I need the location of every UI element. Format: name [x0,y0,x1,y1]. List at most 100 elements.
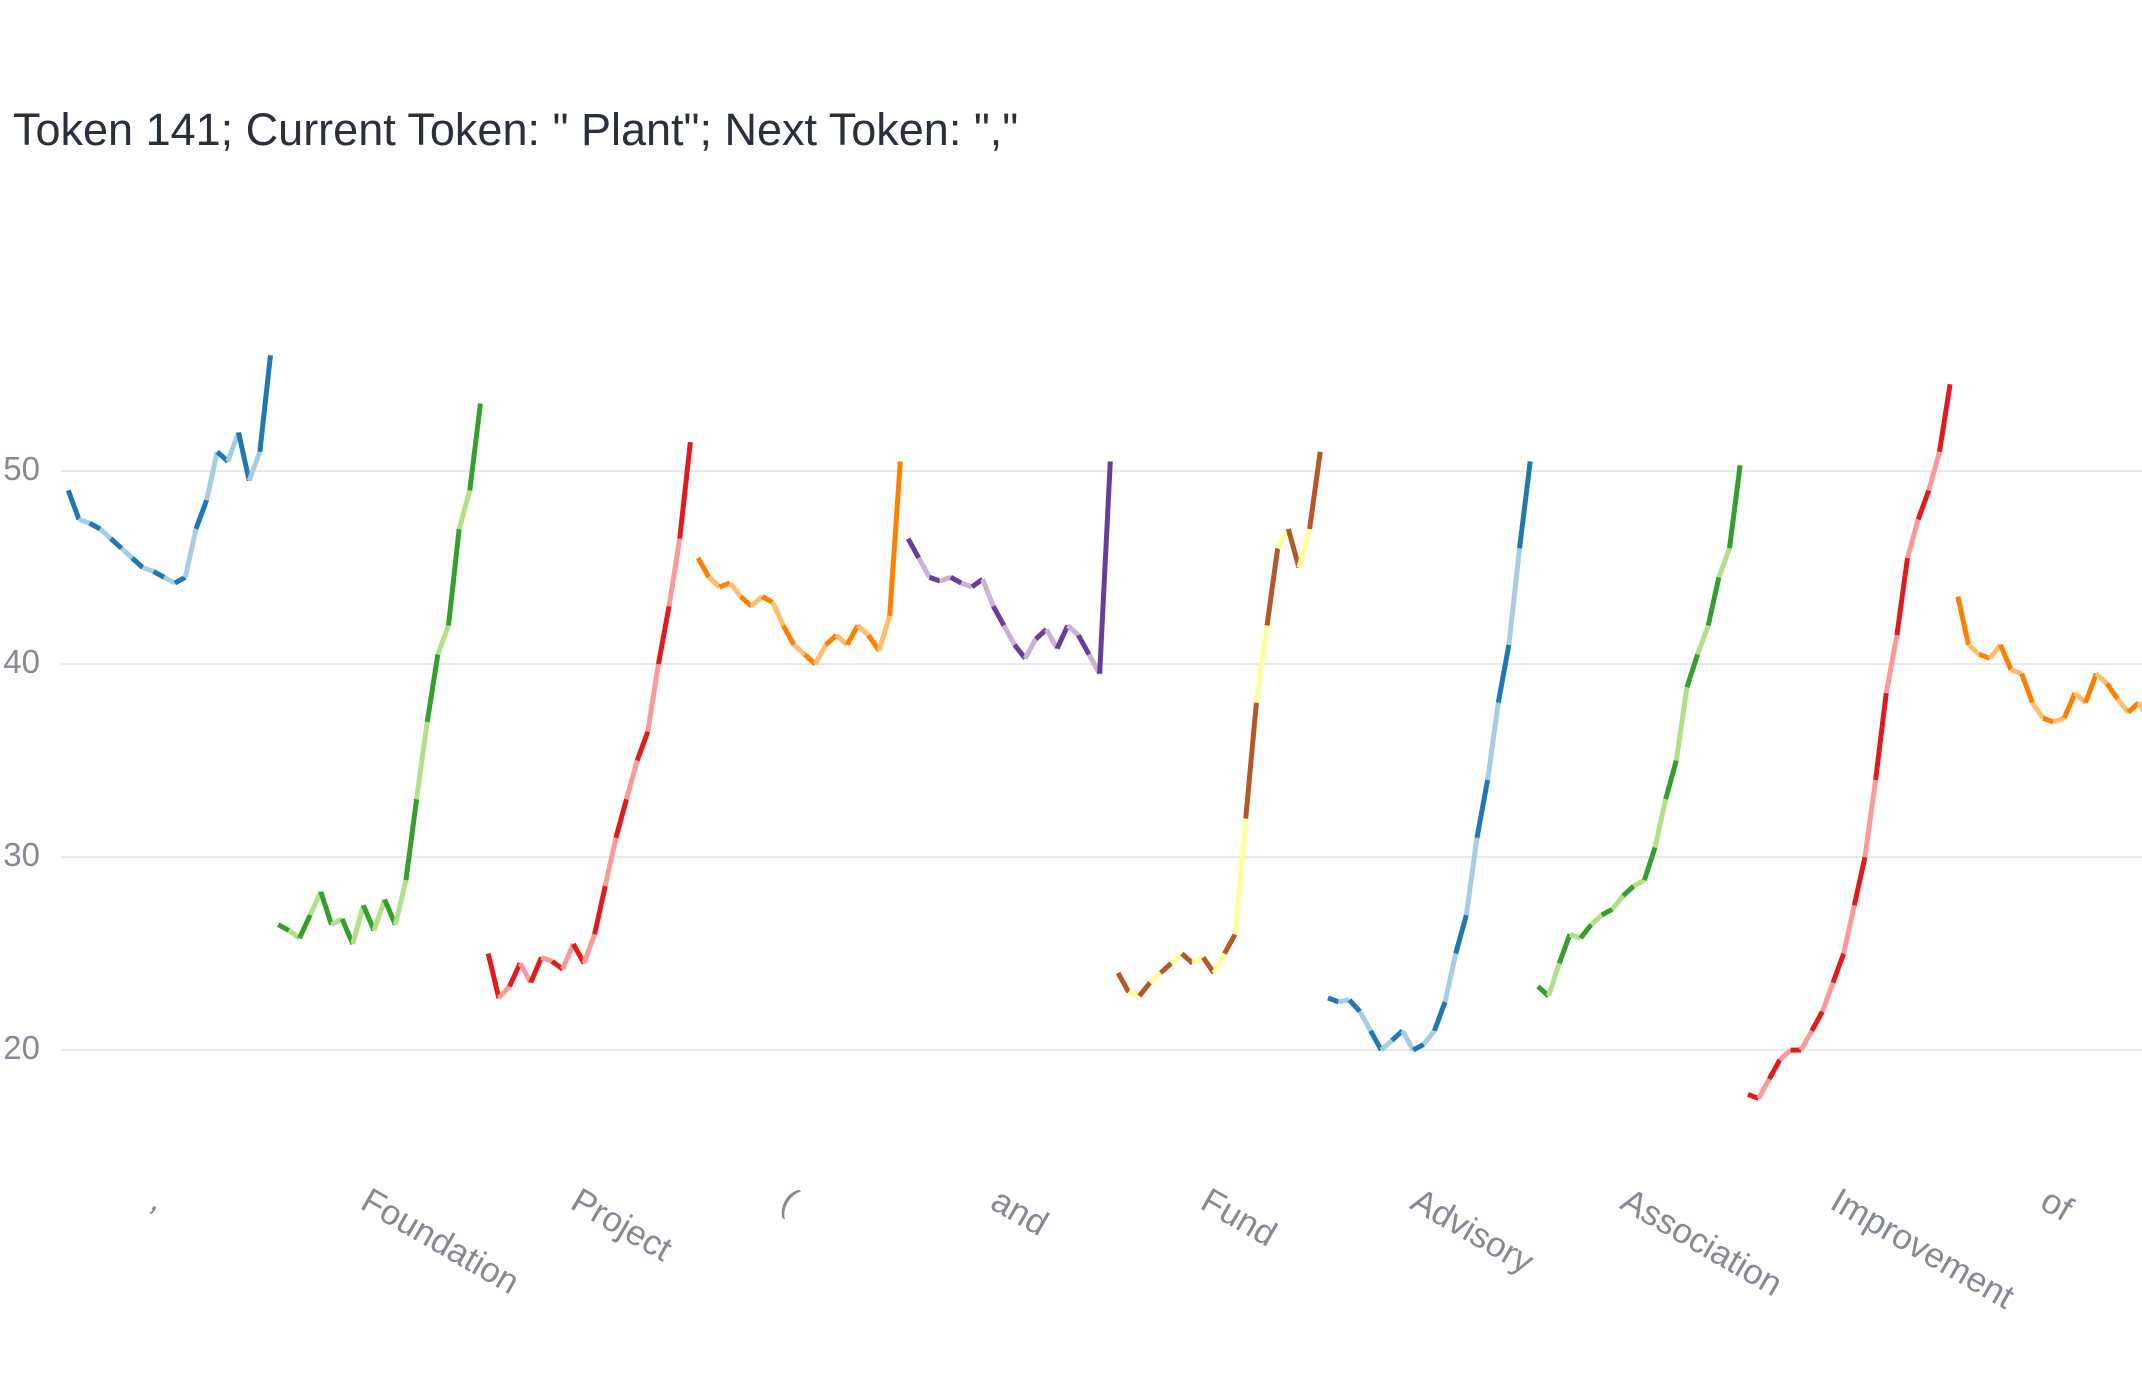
line-segment [1379,1038,1394,1052]
line-segment [162,575,176,586]
line-segment [1191,955,1205,966]
line-segment [1076,633,1092,656]
chart-title: Token 141; Current Token: " Plant"; Next… [13,104,1018,155]
line-segment [728,581,743,599]
line-segment [960,580,973,590]
line-segment [2104,681,2120,701]
line-segment [1357,1010,1373,1033]
line-segment [2019,672,2035,704]
line-segment [1600,907,1614,918]
y-tick-label: 30 [3,836,40,873]
line-segment [1264,547,1281,626]
line-segment [1747,1092,1760,1101]
line-segment [424,654,441,723]
line-segment [666,538,683,607]
line-segment [2030,701,2046,720]
line-segment [130,556,145,570]
line-segment [1432,1000,1448,1032]
line-segment [856,623,871,638]
line-segment [1275,527,1291,550]
line-segment [1705,576,1722,627]
line-segment [141,565,155,574]
line-segment [695,556,711,579]
line-segment [403,798,420,881]
line-segment [876,615,893,652]
line-segment [824,633,839,647]
line-segment [361,904,377,932]
line-segment [1756,1077,1772,1100]
x-tick-label: Foundation [355,1181,526,1302]
line-segment [1727,464,1743,549]
line-segment [1232,818,1249,935]
line-segment [350,904,366,945]
line-segment [1621,884,1636,898]
line-segment [781,624,797,647]
line-segment [1841,904,1857,955]
line-segment [1569,931,1582,941]
line-segment [1180,951,1195,966]
line-segment [949,575,963,586]
line-segment [119,546,134,560]
line-segment [193,499,209,530]
line-segment [1485,702,1501,781]
line-segment [1327,995,1340,1005]
line-segment [1421,1029,1437,1046]
line-segment [980,578,996,608]
line-segment [392,879,409,926]
line-segment [1883,634,1900,694]
x-tick-label: Fund [1195,1181,1284,1255]
line-segment [109,536,124,551]
line-segment [1012,643,1028,660]
line-segment [1830,952,1847,984]
line-segment [991,604,1007,627]
line-segment [467,403,483,491]
line-segment [1243,702,1259,819]
line-segment [2094,671,2109,686]
line-segment [528,956,544,984]
line-segment [1915,489,1932,521]
line-segment [2061,692,2078,720]
line-segment [318,891,334,926]
x-tick-label: Advisory [1405,1181,1541,1282]
y-tick-label: 40 [3,643,40,680]
line-segment [624,759,640,800]
line-segment [307,890,324,917]
line-segment [1169,951,1184,966]
line-segment [297,913,313,940]
line-segment [339,917,356,945]
line-segment [2083,672,2099,704]
line-segment [1285,528,1302,569]
line-segment [497,984,512,1000]
line-segment [1578,923,1594,940]
line-segment [414,721,430,800]
line-segment [1001,624,1017,647]
y-tick-label: 20 [3,1029,40,1066]
line-segment [1546,962,1562,997]
line-segment [1778,1048,1793,1062]
line-segment [928,574,941,584]
line-segment [613,798,629,839]
line-segment [581,933,597,965]
line-segment [1966,642,1981,657]
line-segment [592,885,608,935]
line-segment [1798,1029,1814,1052]
line-segment [718,580,731,590]
line-segment [236,431,252,482]
line-segment [707,575,722,589]
line-segment [1148,971,1163,985]
line-segment [1307,451,1323,530]
line-segment [1495,644,1512,704]
line-segment [456,489,473,530]
line-segment [1978,652,1991,661]
line-segment [78,516,91,526]
y-tick-label: 50 [3,450,40,487]
line-segment [770,601,786,627]
line-segment [2042,715,2055,725]
line-segment [634,730,651,762]
line-segment [246,450,263,482]
line-segment [760,594,774,605]
line-segment [65,489,82,521]
line-segment [371,898,388,932]
line-segment [1556,933,1573,965]
